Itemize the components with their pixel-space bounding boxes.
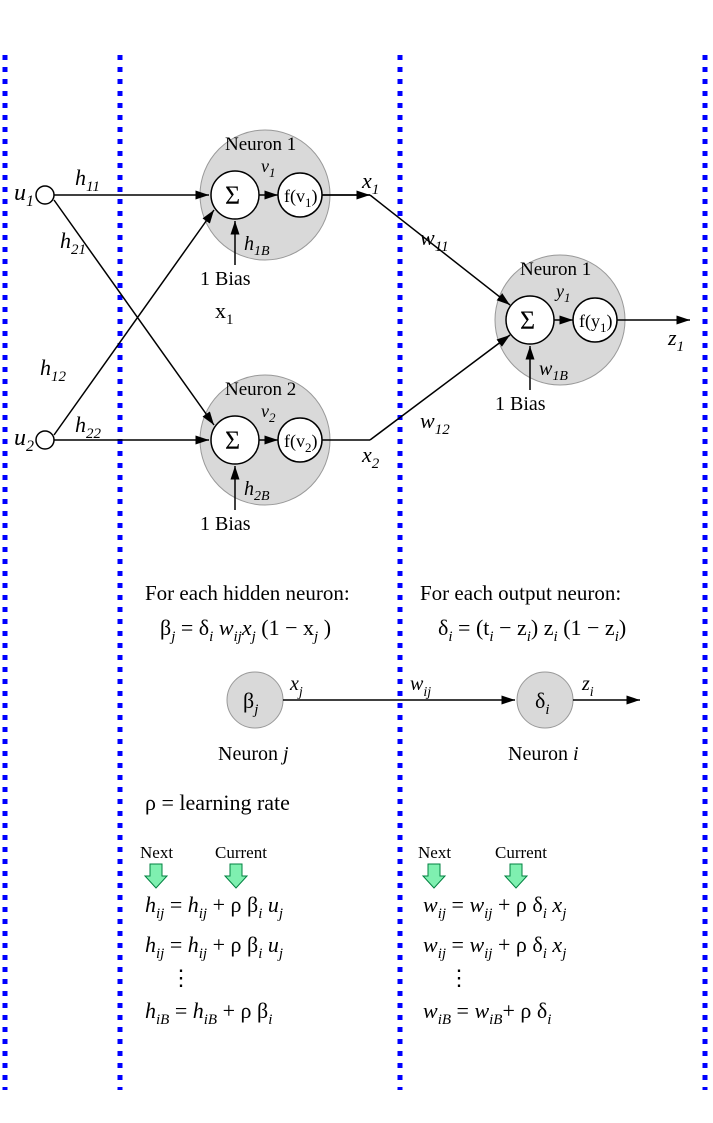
svg-text:hiB = hiB + ρ βi: hiB = hiB + ρ βi (145, 998, 272, 1028)
update-left-0: hij = hij + ρ βi uj (145, 892, 283, 922)
weight-h12: h12 (40, 355, 67, 385)
hidden-neuron-1-sigma: Σ (225, 181, 240, 210)
current-left: Current (215, 843, 267, 862)
output-neuron-sigma: Σ (520, 306, 535, 335)
weight-h22: h22 (75, 412, 102, 442)
hidden-1-x-out: x1 (361, 168, 379, 198)
neuron-j-xj: xj (289, 673, 303, 700)
update-right-2: wiB = wiB+ ρ δi (423, 998, 551, 1028)
input-u1-node (36, 186, 54, 204)
next-right: Next (418, 843, 451, 862)
weight-w11: w11 (420, 225, 449, 255)
green-arrow-current-left (225, 864, 247, 888)
neuron-j-label: Neuron j (218, 743, 289, 765)
hidden-neuron-2-sigma: Σ (225, 426, 240, 455)
hidden-neuron-2-title: Neuron 2 (225, 379, 296, 400)
hidden-neuron-2-bias-in: 1 Bias (200, 513, 251, 535)
beta-eq: βj = δi wijxj (1 − xj ) (160, 615, 331, 645)
svg-text:hij = hij + ρ βi uj: hij = hij + ρ βi uj (145, 892, 283, 922)
hidden-header: For each hidden neuron: (145, 581, 350, 605)
update-right-1: wij = wij + ρ δi xj (423, 932, 566, 962)
hidden-neuron-1-bias-in: 1 Bias (200, 268, 251, 290)
delta-eq: δi = (ti − zi) zi (1 − zi) (438, 615, 626, 645)
input-u2-label: u2 (14, 425, 34, 455)
neuron-i-label: Neuron i (508, 743, 579, 765)
nn-diagram: u1 u2 Neuron 1 Σ f(v1) v1 h1B 1 Bias Neu… (0, 0, 713, 1123)
edge-u1-h2 (54, 200, 214, 425)
update-left-2: hiB = hiB + ρ βi (145, 998, 272, 1028)
input-u1-label: u1 (14, 180, 34, 210)
mid-x1-label: x1 (215, 298, 234, 328)
current-right: Current (495, 843, 547, 862)
weight-w12: w12 (420, 408, 450, 438)
green-arrow-next-left (145, 864, 167, 888)
neuron-i-zi: zi (581, 673, 594, 700)
green-arrow-current-right (505, 864, 527, 888)
neuron-j-circle (227, 672, 283, 728)
input-u2-node (36, 431, 54, 449)
output-header: For each output neuron: (420, 581, 621, 605)
edge-j-i-w: wij (410, 673, 431, 700)
svg-text:wiB = wiB+ ρ δi: wiB = wiB+ ρ δi (423, 998, 551, 1028)
hidden-neuron-1-title: Neuron 1 (225, 134, 296, 155)
weight-h11: h11 (75, 165, 100, 195)
svg-text:hij = hij + ρ βi uj: hij = hij + ρ βi uj (145, 932, 283, 962)
hidden-2-x-out: x2 (361, 442, 380, 472)
output-neuron-title: Neuron 1 (520, 259, 591, 280)
next-left: Next (140, 843, 173, 862)
rho-label: ρ = learning rate (145, 790, 290, 815)
weight-h21: h21 (60, 228, 86, 258)
svg-text:wij = wij + ρ δi xj: wij = wij + ρ δi xj (423, 932, 566, 962)
svg-text:wij = wij + ρ δi xj: wij = wij + ρ δi xj (423, 892, 566, 922)
green-arrow-next-right (423, 864, 445, 888)
vdots-left: ⋮ (170, 965, 192, 990)
output-neuron-bias-in: 1 Bias (495, 393, 546, 415)
update-left-1: hij = hij + ρ βi uj (145, 932, 283, 962)
update-right-0: wij = wij + ρ δi xj (423, 892, 566, 922)
output-z-label: z1 (667, 325, 684, 355)
vdots-right: ⋮ (448, 965, 470, 990)
